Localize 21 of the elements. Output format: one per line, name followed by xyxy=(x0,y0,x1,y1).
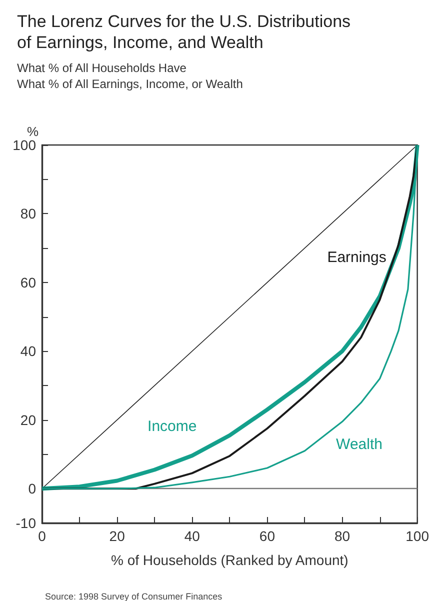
source-note: Source: 1998 Survey of Consumer Finances xyxy=(45,592,223,601)
y-tick-label: 60 xyxy=(20,274,36,290)
x-tick-label: 20 xyxy=(109,528,126,544)
x-tick-label: 0 xyxy=(38,528,46,544)
y-tick-label: 80 xyxy=(20,206,36,222)
x-tick-label: 100 xyxy=(406,528,430,544)
series-label: Income xyxy=(148,418,197,436)
chart-title: The Lorenz Curves for the U.S. Distributions of Earnings, Income, and Wealth xyxy=(17,12,351,52)
x-tick-label: 40 xyxy=(184,528,200,544)
y-tick-label: 40 xyxy=(20,343,36,360)
chart-subtitle: What % of All Households Have What % of All Earnings, Income, or Wealth xyxy=(17,61,243,91)
y-tick-label: 100 xyxy=(12,137,36,153)
y-tick-label: 0 xyxy=(28,480,36,497)
y-tick-label: -10 xyxy=(16,515,36,531)
y-axis-title: % xyxy=(27,124,39,139)
x-tick-label: 80 xyxy=(334,528,350,544)
x-tick-label: 60 xyxy=(259,528,276,544)
y-tick-label: 20 xyxy=(20,412,36,428)
series-label: Earnings xyxy=(327,249,386,266)
series-label: Wealth xyxy=(336,436,382,454)
x-axis-title: % of Households (Ranked by Amount) xyxy=(110,552,348,568)
